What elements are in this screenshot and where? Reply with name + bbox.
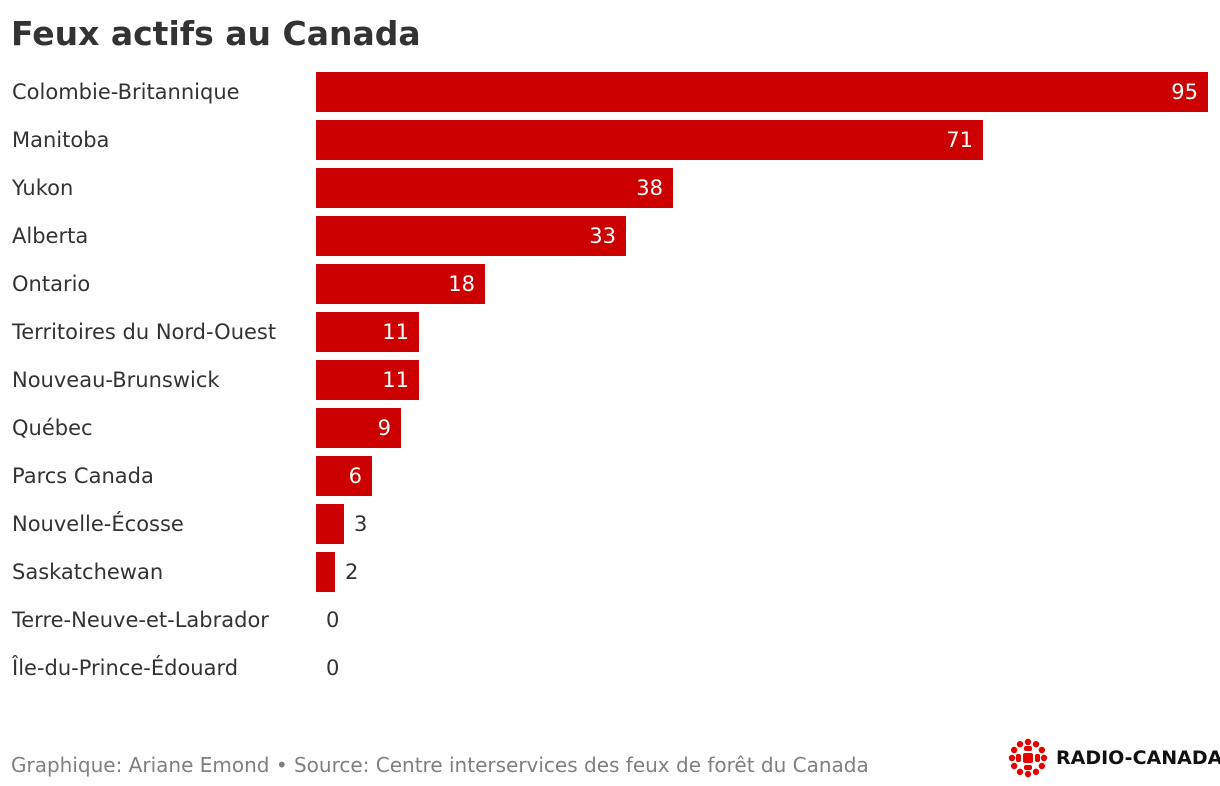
radio-canada-logo: RADIO-CANADA [1008, 738, 1220, 778]
data-label: 0 [326, 608, 340, 632]
category-label: Alberta [12, 224, 89, 248]
category-label: Québec [12, 416, 93, 440]
bar [316, 552, 335, 592]
data-label: 33 [589, 224, 616, 248]
category-label: Île-du-Prince-Édouard [12, 656, 239, 680]
chart-title: Feux actifs au Canada [11, 14, 421, 53]
data-label: 11 [382, 368, 409, 392]
bar [316, 120, 983, 160]
data-label: 3 [354, 512, 368, 536]
data-label: 6 [348, 464, 362, 488]
category-label: Colombie-Britannique [12, 80, 240, 104]
data-label: 9 [377, 416, 391, 440]
bar [316, 264, 485, 304]
category-label: Manitoba [12, 128, 110, 152]
category-label: Terre-Neuve-et-Labrador [12, 608, 269, 632]
chart-source-credit: Graphique: Ariane Emond • Source: Centre… [11, 753, 869, 777]
logo-text: RADIO-CANADA [1056, 747, 1220, 769]
bar [316, 168, 673, 208]
data-label: 11 [382, 320, 409, 344]
category-label: Saskatchewan [12, 560, 164, 584]
category-label: Territoires du Nord-Ouest [12, 320, 277, 344]
data-label: 18 [448, 272, 475, 296]
category-label: Ontario [12, 272, 91, 296]
bar [316, 456, 372, 496]
bar [316, 360, 419, 400]
data-label: 71 [946, 128, 973, 152]
data-label: 0 [326, 656, 340, 680]
category-label: Yukon [12, 176, 74, 200]
bar [316, 312, 419, 352]
data-label: 38 [636, 176, 663, 200]
category-label: Nouvelle-Écosse [12, 512, 184, 536]
category-label: Nouveau-Brunswick [12, 368, 220, 392]
category-label: Parcs Canada [12, 464, 154, 488]
data-label: 95 [1171, 80, 1198, 104]
bar [316, 72, 1208, 112]
bar [316, 216, 626, 256]
bar [316, 504, 344, 544]
bar [316, 408, 401, 448]
radio-canada-gem-icon [1008, 738, 1048, 778]
data-label: 2 [345, 560, 359, 584]
